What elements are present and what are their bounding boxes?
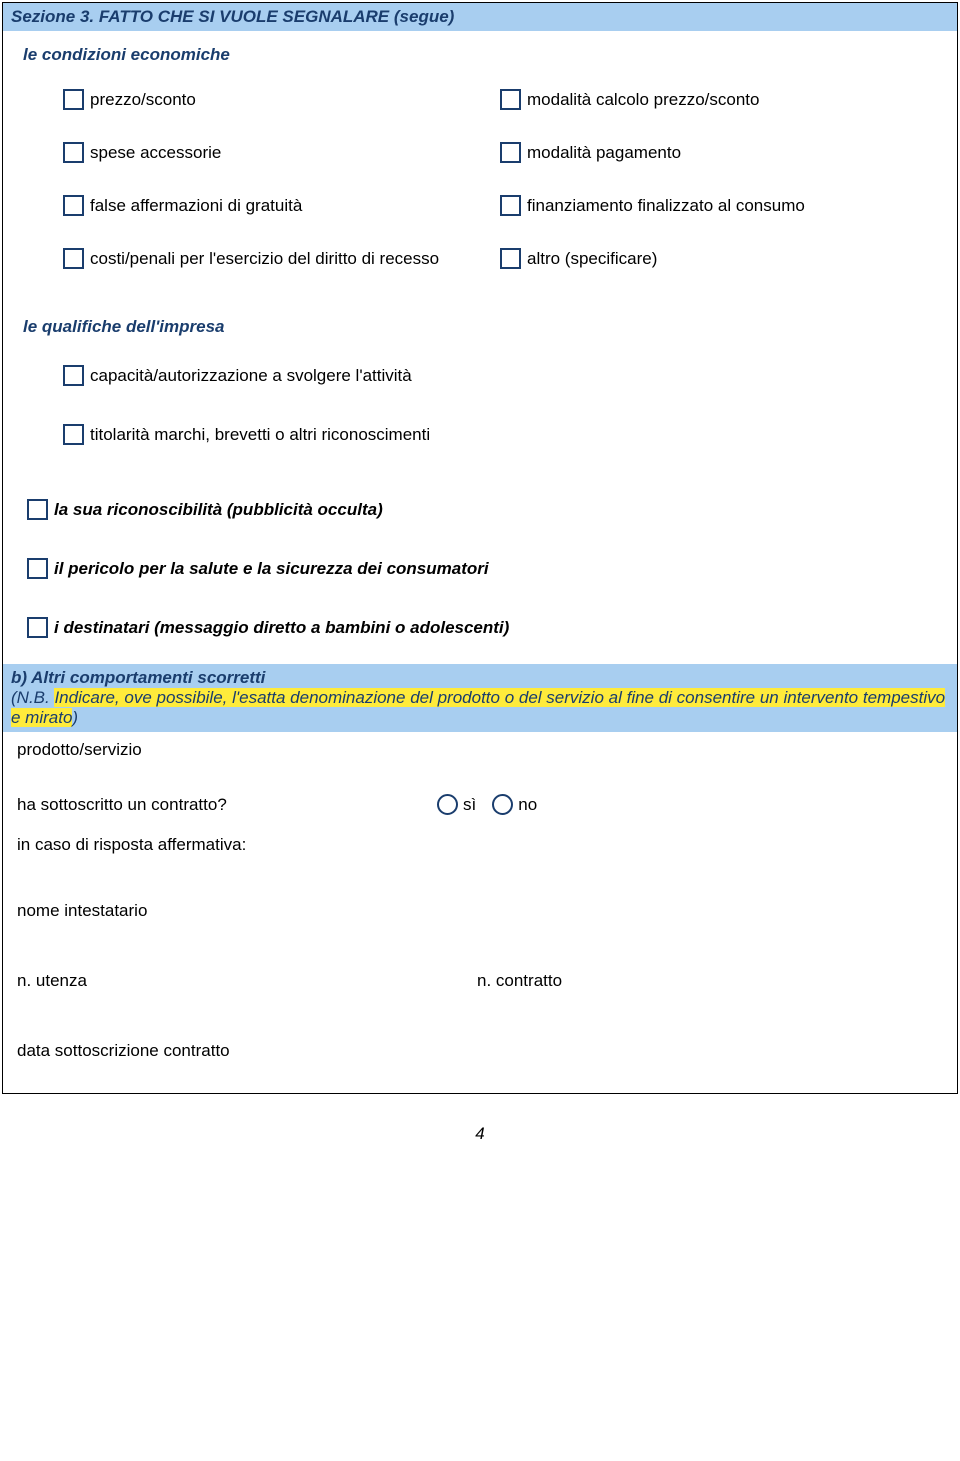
n-contratto-label: n. contratto bbox=[477, 971, 937, 991]
checkbox-modalita-calcolo[interactable]: modalità calcolo prezzo/sconto bbox=[500, 89, 937, 110]
qualifiche-title: le qualifiche dell'impresa bbox=[3, 303, 957, 339]
spacer bbox=[3, 457, 957, 487]
checkbox-label: costi/penali per l'esercizio del diritto… bbox=[90, 249, 439, 269]
checkbox-label: modalità pagamento bbox=[527, 143, 681, 163]
checkbox-false-affermazioni[interactable]: false affermazioni di gratuità bbox=[63, 195, 500, 216]
spacer bbox=[3, 929, 957, 959]
spacer bbox=[3, 1069, 957, 1083]
condizioni-title: le condizioni economiche bbox=[3, 31, 957, 67]
spacer bbox=[3, 339, 957, 353]
checkbox-pericolo-salute[interactable]: il pericolo per la salute e la sicurezza… bbox=[3, 546, 957, 591]
checkbox-icon bbox=[63, 365, 84, 386]
checkbox-label: prezzo/sconto bbox=[90, 90, 196, 110]
form-page: Sezione 3. FATTO CHE SI VUOLE SEGNALARE … bbox=[2, 2, 958, 1094]
page-number: 4 bbox=[0, 1096, 960, 1154]
checkbox-label: false affermazioni di gratuità bbox=[90, 196, 302, 216]
note-suffix: ) bbox=[72, 708, 78, 727]
nome-intestatario-label: nome intestatario bbox=[3, 893, 957, 929]
checkbox-prezzo-sconto[interactable]: prezzo/sconto bbox=[63, 89, 500, 110]
section-b-note: (N.B. Indicare, ove possibile, l'esatta … bbox=[11, 688, 949, 728]
checkbox-label: i destinatari (messaggio diretto a bambi… bbox=[54, 618, 509, 638]
checkbox-titolarita[interactable]: titolarità marchi, brevetti o altri rico… bbox=[3, 412, 957, 457]
checkbox-costi-penali[interactable]: costi/penali per l'esercizio del diritto… bbox=[63, 248, 500, 269]
spacer bbox=[3, 768, 957, 782]
contract-question: ha sottoscritto un contratto? bbox=[17, 795, 437, 815]
checkbox-modalita-pagamento[interactable]: modalità pagamento bbox=[500, 142, 937, 163]
spacer bbox=[3, 532, 957, 546]
section-header: Sezione 3. FATTO CHE SI VUOLE SEGNALARE … bbox=[3, 3, 957, 31]
spacer bbox=[3, 273, 957, 303]
radio-icon bbox=[437, 794, 458, 815]
spacer bbox=[3, 650, 957, 664]
section-b-title: b) Altri comportamenti scorretti bbox=[11, 668, 949, 688]
checkbox-icon bbox=[63, 142, 84, 163]
spacer bbox=[3, 863, 957, 893]
checkbox-icon bbox=[500, 142, 521, 163]
section-b-header: b) Altri comportamenti scorretti (N.B. I… bbox=[3, 664, 957, 732]
utenza-contratto-row: n. utenza n. contratto bbox=[3, 959, 957, 1003]
note-highlight: Indicare, ove possibile, l'esatta denomi… bbox=[11, 688, 945, 727]
spacer bbox=[3, 67, 957, 81]
spacer bbox=[3, 1003, 957, 1033]
radio-group: sì no bbox=[437, 794, 537, 815]
condizioni-grid: prezzo/sconto modalità calcolo prezzo/sc… bbox=[3, 81, 957, 273]
checkbox-spese-accessorie[interactable]: spese accessorie bbox=[63, 142, 500, 163]
checkbox-label: titolarità marchi, brevetti o altri rico… bbox=[90, 425, 430, 445]
contract-question-row: ha sottoscritto un contratto? sì no bbox=[3, 782, 957, 827]
radio-icon bbox=[492, 794, 513, 815]
data-sottoscrizione-label: data sottoscrizione contratto bbox=[3, 1033, 957, 1069]
spacer bbox=[3, 398, 957, 412]
checkbox-capacita[interactable]: capacità/autorizzazione a svolgere l'att… bbox=[3, 353, 957, 398]
checkbox-icon bbox=[63, 424, 84, 445]
checkbox-icon bbox=[500, 248, 521, 269]
checkbox-destinatari[interactable]: i destinatari (messaggio diretto a bambi… bbox=[3, 605, 957, 650]
checkbox-label: modalità calcolo prezzo/sconto bbox=[527, 90, 759, 110]
checkbox-label: altro (specificare) bbox=[527, 249, 657, 269]
radio-si[interactable]: sì bbox=[437, 794, 476, 815]
radio-no[interactable]: no bbox=[492, 794, 537, 815]
checkbox-finanziamento[interactable]: finanziamento finalizzato al consumo bbox=[500, 195, 937, 216]
checkbox-riconoscibilita[interactable]: la sua riconoscibilità (pubblicità occul… bbox=[3, 487, 957, 532]
checkbox-label: spese accessorie bbox=[90, 143, 221, 163]
checkbox-label: capacità/autorizzazione a svolgere l'att… bbox=[90, 366, 412, 386]
checkbox-icon bbox=[27, 499, 48, 520]
checkbox-icon bbox=[27, 558, 48, 579]
checkbox-icon bbox=[63, 248, 84, 269]
checkbox-icon bbox=[27, 617, 48, 638]
checkbox-icon bbox=[63, 195, 84, 216]
spacer bbox=[3, 591, 957, 605]
n-utenza-label: n. utenza bbox=[17, 971, 477, 991]
checkbox-icon bbox=[63, 89, 84, 110]
affirmative-note: in caso di risposta affermativa: bbox=[3, 827, 957, 863]
checkbox-icon bbox=[500, 89, 521, 110]
radio-label: no bbox=[518, 795, 537, 815]
checkbox-label: la sua riconoscibilità (pubblicità occul… bbox=[54, 500, 383, 520]
checkbox-label: il pericolo per la salute e la sicurezza… bbox=[54, 559, 489, 579]
prodotto-servizio-label: prodotto/servizio bbox=[3, 732, 957, 768]
note-prefix: (N.B. bbox=[11, 688, 54, 707]
checkbox-altro-specificare[interactable]: altro (specificare) bbox=[500, 248, 937, 269]
checkbox-icon bbox=[500, 195, 521, 216]
radio-label: sì bbox=[463, 795, 476, 815]
checkbox-label: finanziamento finalizzato al consumo bbox=[527, 196, 805, 216]
